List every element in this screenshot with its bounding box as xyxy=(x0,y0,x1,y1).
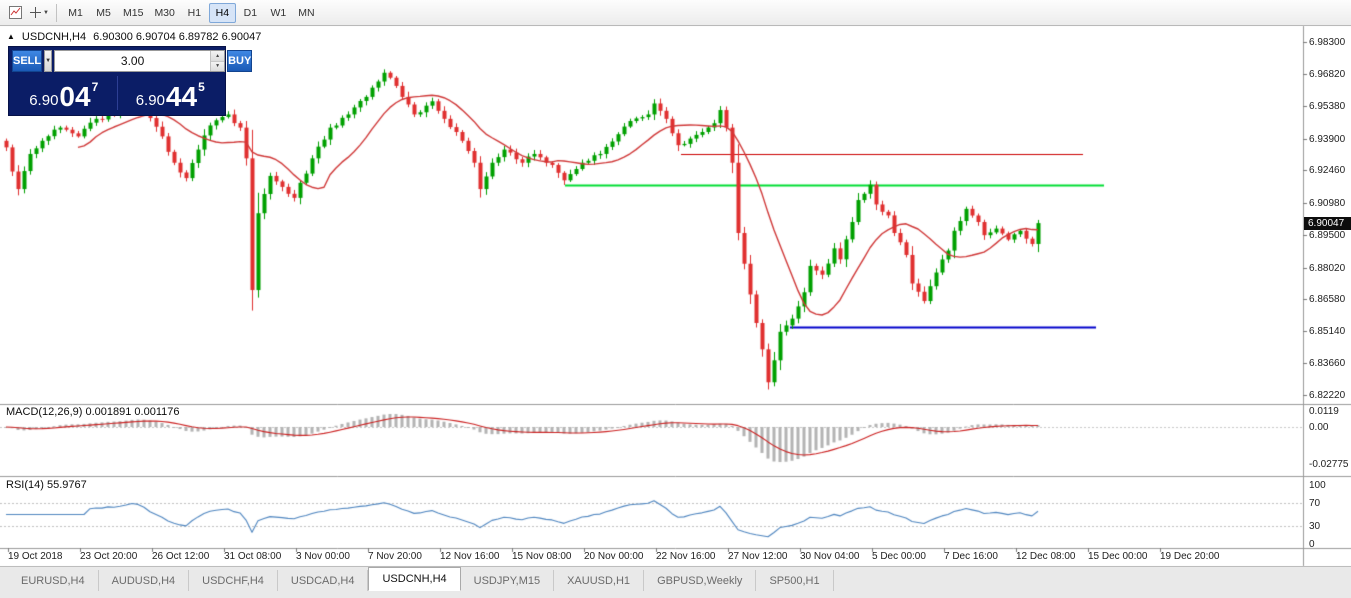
timeframe-m5[interactable]: M5 xyxy=(96,6,111,19)
tab-eurusd-h4[interactable]: EURUSD,H4 xyxy=(8,570,99,591)
lot-size-field: ▲ ▼ xyxy=(54,50,226,72)
dropdown-caret-icon: ▼ xyxy=(43,9,49,16)
lot-dropdown-button[interactable]: ▼ xyxy=(44,50,53,72)
timeframe-m1[interactable]: M1 xyxy=(68,6,83,19)
one-click-panel-toggle-icon[interactable]: ▲ xyxy=(7,32,15,41)
buy-price[interactable]: 6.90 44 5 xyxy=(119,74,223,112)
timeframe-d1[interactable]: D1 xyxy=(243,6,258,19)
timeframe-h4[interactable]: H4 xyxy=(208,2,236,23)
timeframe-w1[interactable]: W1 xyxy=(270,6,287,19)
timeframe-toolbar: M1 M5 M15 M30 H1 H4 D1 W1 MN xyxy=(62,2,320,23)
one-click-trading-panel: SELL ▼ ▲ ▼ BUY 6.90 04 7 6.90 44 5 xyxy=(8,46,253,116)
timeframe-mn[interactable]: MN xyxy=(298,6,315,19)
trade-panel-divider xyxy=(116,76,118,110)
rsi-label: RSI(14) 55.9767 xyxy=(6,479,87,491)
chart-ohlc-values: 6.90300 6.90704 6.89782 6.90047 xyxy=(93,31,262,43)
lot-decrease-button[interactable]: ▼ xyxy=(211,61,225,71)
lot-stepper: ▲ ▼ xyxy=(210,51,225,71)
sell-button[interactable]: SELL xyxy=(12,50,43,72)
chart-title: USDCNH,H4 xyxy=(21,31,87,43)
toolbar: ▼ M1 M5 M15 M30 H1 H4 D1 W1 MN xyxy=(0,0,1351,26)
chart-window-icon[interactable] xyxy=(3,3,27,23)
sell-price-pipette: 7 xyxy=(91,80,99,94)
tab-gbpusd-weekly[interactable]: GBPUSD,Weekly xyxy=(644,570,757,591)
tab-usdchf-h4[interactable]: USDCHF,H4 xyxy=(189,570,278,591)
buy-price-pips: 44 xyxy=(165,81,198,113)
tab-usdcnh-h4[interactable]: USDCNH,H4 xyxy=(368,567,461,591)
crosshair-icon xyxy=(30,7,42,18)
tab-usdcad-h4[interactable]: USDCAD,H4 xyxy=(278,570,369,591)
macd-label: MACD(12,26,9) 0.001891 0.001176 xyxy=(6,406,180,418)
sell-price-pips: 04 xyxy=(59,81,91,113)
tab-usdjpy-m15[interactable]: USDJPY,M15 xyxy=(461,570,555,591)
buy-price-base: 6.90 xyxy=(135,91,165,109)
lot-increase-button[interactable]: ▲ xyxy=(211,51,225,62)
sell-price-base: 6.90 xyxy=(29,91,59,109)
current-price-tag: 6.90047 xyxy=(1304,216,1351,230)
sell-price[interactable]: 6.90 04 7 xyxy=(12,74,116,112)
trade-panel-controls: SELL ▼ ▲ ▼ BUY xyxy=(12,50,253,72)
tab-audusd-h4[interactable]: AUDUSD,H4 xyxy=(99,570,190,591)
chart-tab-bar: EURUSD,H4 AUDUSD,H4 USDCHF,H4 USDCAD,H4 USDC… xyxy=(0,566,1351,591)
chart-header: ▲ USDCNH,H4 6.90300 6.90704 6.89782 6.90… xyxy=(7,31,261,43)
timeframe-m30[interactable]: M30 xyxy=(154,6,175,19)
timeframe-h1[interactable]: H1 xyxy=(187,6,202,19)
crosshair-tool-button[interactable]: ▼ xyxy=(27,3,51,23)
buy-button[interactable]: BUY xyxy=(227,50,253,72)
timeframe-m15[interactable]: M15 xyxy=(123,6,144,19)
lot-size-input[interactable] xyxy=(55,51,211,71)
toolbar-separator xyxy=(56,3,57,22)
chart-window-icon-glyph xyxy=(8,6,22,19)
tab-xauusd-h1[interactable]: XAUUSD,H1 xyxy=(554,570,645,591)
tab-sp500-h1[interactable]: SP500,H1 xyxy=(756,570,834,591)
buy-price-pipette: 5 xyxy=(198,80,205,94)
trade-panel-prices: 6.90 04 7 6.90 44 5 xyxy=(12,74,222,112)
